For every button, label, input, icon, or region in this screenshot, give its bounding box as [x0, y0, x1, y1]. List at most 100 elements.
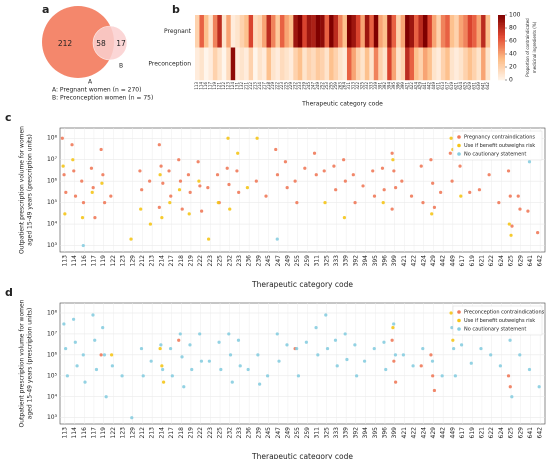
data-point	[237, 190, 241, 194]
data-point	[527, 160, 532, 164]
x-tick-label: 255	[294, 427, 301, 439]
colorbar-tick-label: 80	[509, 25, 517, 32]
heat-cell	[467, 47, 473, 81]
heat-cell	[346, 47, 352, 81]
data-point	[430, 359, 435, 363]
heat-cell	[440, 47, 446, 81]
x-tick-label: 219	[187, 255, 194, 267]
panel-label: c	[5, 111, 12, 124]
heat-cell	[360, 47, 366, 81]
colorbar-step	[498, 75, 505, 78]
data-point	[227, 182, 231, 187]
heat-cell	[485, 15, 491, 48]
x-tick-label: 395	[391, 82, 396, 90]
colorbar-step	[498, 70, 505, 73]
colorbar-step	[498, 15, 505, 17]
x-tick-label: 213	[149, 255, 156, 267]
heat-cell	[288, 15, 294, 48]
venn-legend: A: Pregnant women (n = 270)	[52, 87, 141, 94]
x-tick-label: 119	[100, 255, 107, 267]
x-tick-label: 422	[409, 82, 414, 90]
y-axis-label: Outpatient prescription volume for women	[19, 126, 26, 254]
heat-cell	[266, 47, 272, 81]
heat-cell	[221, 15, 227, 48]
heat-cell	[253, 15, 258, 48]
heat-cell	[351, 15, 357, 48]
x-tick-label: 621	[453, 82, 458, 90]
colorbar-step	[498, 31, 505, 34]
x-tick-label: 641	[527, 427, 534, 439]
data-point	[71, 158, 75, 162]
colorbar-tick-label: 20	[509, 64, 517, 71]
heat-cell	[414, 47, 419, 81]
data-point	[62, 173, 66, 177]
data-point	[130, 416, 134, 420]
venn-count: 58	[96, 39, 106, 48]
x-tick-label: 311	[314, 255, 321, 267]
heat-cell	[431, 15, 437, 48]
colorbar-label: medicinal ingredients (%)	[532, 21, 537, 73]
x-tick-label: 114	[71, 255, 78, 267]
venn-circle-a	[42, 6, 114, 78]
data-point	[100, 181, 104, 185]
x-tick-label: 395	[372, 427, 379, 439]
panel-label: b	[172, 3, 180, 16]
data-point	[275, 237, 279, 241]
x-tick-label: 624	[458, 82, 463, 90]
x-tick-label: 232	[226, 427, 233, 439]
colorbar-tick-label: 60	[509, 38, 517, 45]
heat-cell	[387, 15, 392, 48]
data-point	[421, 346, 425, 351]
data-point	[178, 332, 182, 336]
data-point	[238, 364, 242, 368]
colorbar-step	[498, 65, 505, 68]
heat-cell	[387, 47, 392, 81]
x-tick-label: 449	[431, 82, 436, 90]
data-point	[449, 311, 453, 315]
data-point	[277, 359, 281, 363]
x-tick-label: 255	[294, 255, 301, 267]
data-point	[70, 143, 74, 147]
heat-cell	[449, 47, 455, 81]
x-tick-label: 429	[430, 255, 437, 267]
colorbar-step	[498, 67, 505, 69]
heat-cell	[342, 15, 348, 48]
x-tick-label: 253	[324, 82, 329, 90]
data-point	[235, 169, 239, 173]
x-tick-label: 129	[129, 427, 136, 439]
data-point	[324, 313, 328, 317]
data-point	[477, 188, 482, 192]
x-tick-label: 399	[391, 255, 398, 267]
x-tick-label: 119	[100, 427, 107, 439]
heat-cell	[405, 47, 410, 81]
legend-label: No cautionary statement	[464, 327, 526, 333]
x-tick-label: 232	[226, 255, 233, 267]
heat-cell	[427, 15, 433, 48]
x-tick-label: 629	[517, 255, 524, 267]
data-point	[158, 346, 162, 351]
x-tick-label: 211	[243, 82, 248, 90]
x-tick-label: 311	[314, 427, 321, 439]
panel-label: d	[5, 286, 13, 299]
x-tick-label: 421	[401, 427, 408, 439]
x-tick-label: 617	[459, 427, 466, 439]
x-tick-label: 396	[381, 255, 388, 267]
x-tick-label: 116	[81, 255, 88, 267]
data-point	[296, 374, 301, 378]
x-tick-label: 225	[217, 255, 224, 267]
data-point	[536, 231, 540, 235]
heat-cell	[253, 47, 258, 81]
venn-count: 17	[116, 39, 126, 48]
colorbar-step	[498, 47, 505, 50]
data-point	[200, 209, 204, 213]
heat-cell	[324, 47, 330, 81]
heat-cell	[199, 15, 205, 48]
x-tick-label: 119	[212, 82, 217, 90]
colorbar-step	[498, 42, 505, 45]
x-tick-label: 421	[401, 255, 408, 267]
x-tick-label: 625	[508, 427, 515, 439]
y-tick-label: 10⁸	[47, 135, 58, 142]
data-point	[421, 201, 425, 205]
data-point	[355, 374, 359, 378]
x-tick-label: 642	[485, 82, 490, 90]
